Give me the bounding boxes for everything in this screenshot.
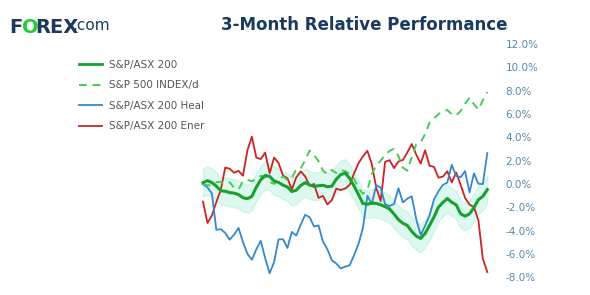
Text: .com: .com [73, 18, 110, 33]
Text: F: F [9, 18, 22, 37]
Title: 3-Month Relative Performance: 3-Month Relative Performance [221, 16, 507, 34]
Legend: S&P/ASX 200, S&P 500 INDEX/d, S&P/ASX 200 Heal, S&P/ASX 200 Ener: S&P/ASX 200, S&P 500 INDEX/d, S&P/ASX 20… [75, 56, 208, 135]
Text: O: O [22, 18, 38, 37]
Text: REX: REX [35, 18, 78, 37]
